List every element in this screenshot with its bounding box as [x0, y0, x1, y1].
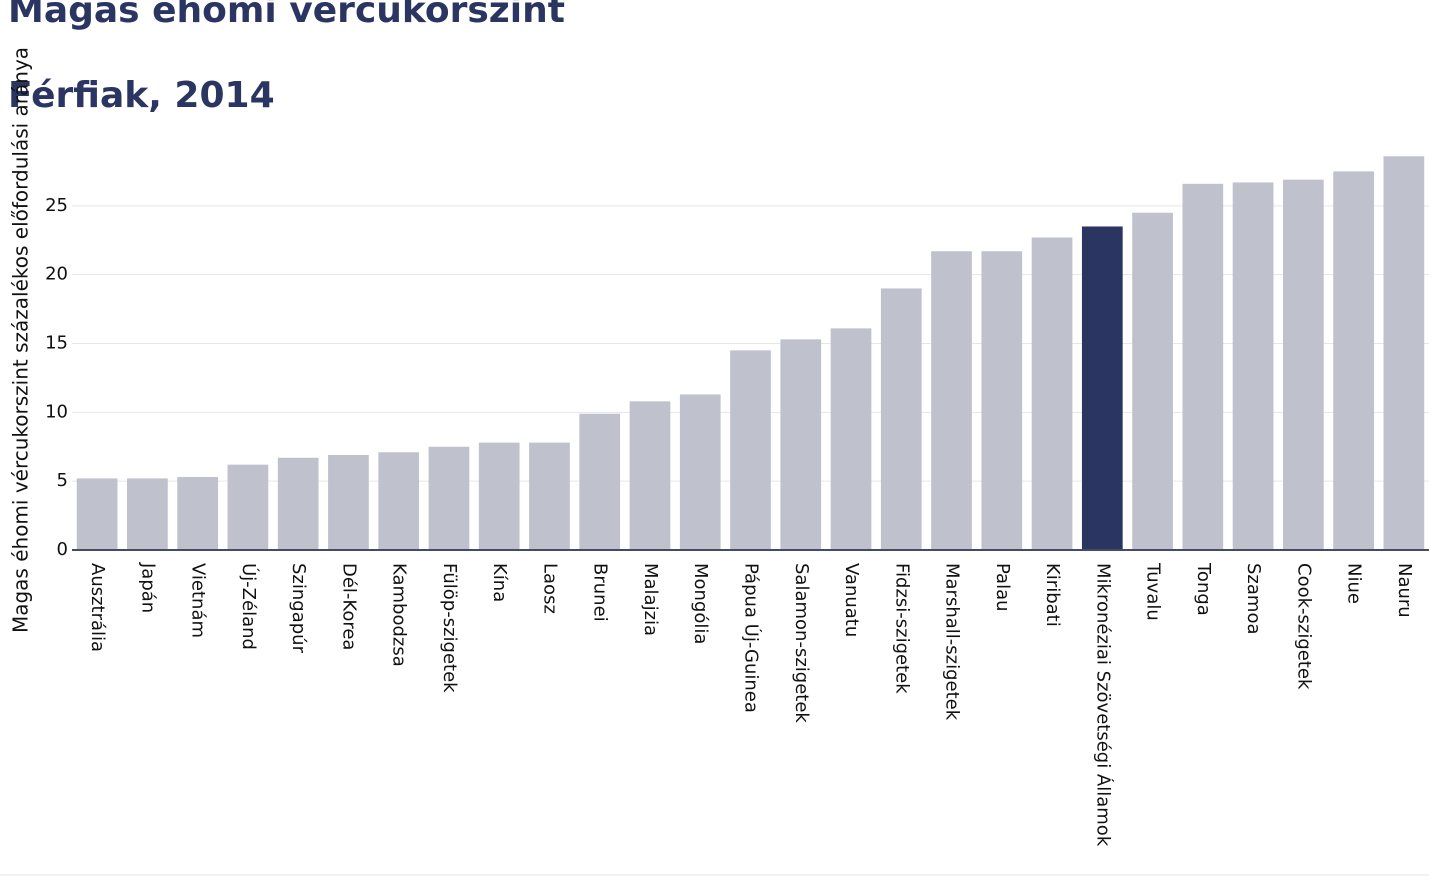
bar [478, 442, 520, 550]
bar [277, 457, 319, 550]
bar [629, 401, 671, 550]
x-tick-label: Kambodzsa [389, 563, 410, 667]
x-tick-label: Fidzsi-szigetek [891, 563, 912, 694]
x-tick-label: Mongólia [690, 563, 711, 644]
bar [1383, 156, 1425, 551]
y-tick-label: 25 [45, 195, 68, 216]
bar [981, 251, 1023, 550]
x-tick-label: Tuvalu [1143, 562, 1164, 621]
bar [378, 452, 420, 550]
y-axis-label: Magas éhomi vércukorszint százalékos elő… [9, 47, 33, 633]
bar [529, 442, 570, 550]
x-tick-label: Fülöp-szigetek [439, 563, 460, 693]
chart-title: Magas éhomi vércukorszint [8, 0, 565, 31]
x-tick-label: Szingapúr [288, 563, 309, 654]
bar [1081, 226, 1123, 550]
y-tick-label: 5 [57, 470, 68, 491]
x-tick-label: Szamoa [1243, 563, 1264, 634]
bar [1333, 171, 1374, 550]
x-tick-label: Pápua Új-Guinea [741, 563, 763, 713]
bar [579, 413, 621, 550]
x-tick-label: Niue [1344, 563, 1365, 604]
x-tick-label: Kiribati [1042, 563, 1063, 627]
bar [880, 288, 922, 550]
x-tick-label: Marshall-szigetek [942, 563, 963, 721]
x-tick-label: Ausztrália [87, 563, 108, 652]
y-tick-label: 15 [45, 333, 68, 354]
x-tick-label: Tonga [1193, 562, 1214, 616]
x-tick-label: Nauru [1394, 563, 1415, 618]
bar [1182, 183, 1224, 550]
bar [679, 394, 721, 550]
bar [1031, 237, 1073, 550]
x-tick-label: Cook-szigetek [1293, 563, 1314, 690]
bar [227, 464, 269, 550]
bar [830, 328, 872, 550]
bar [730, 350, 771, 550]
bar [428, 446, 470, 550]
chart-subtitle: Férfiak, 2014 [8, 75, 275, 116]
x-tick-label: Japán [137, 562, 158, 613]
bar [76, 478, 118, 550]
bar [1232, 182, 1274, 550]
x-tick-label: Laosz [539, 563, 560, 614]
bar [328, 455, 369, 550]
x-tick-label: Vietnám [188, 563, 209, 638]
x-tick-label: Brunei [590, 563, 611, 622]
x-tick-label: Kína [489, 563, 510, 602]
x-tick-label: Malajzia [640, 563, 661, 636]
x-tick-label: Dél-Korea [338, 563, 359, 650]
x-tick-label: Új-Zéland [238, 563, 260, 650]
bar [127, 478, 168, 550]
bar [931, 251, 972, 550]
x-tick-label: Salamon-szigetek [791, 563, 812, 723]
x-tick-label: Palau [992, 563, 1013, 612]
x-tick-label: Vanuatu [841, 563, 862, 637]
bar [780, 339, 822, 550]
bar [1282, 179, 1324, 550]
y-tick-label: 10 [45, 401, 68, 422]
y-tick-label: 20 [45, 264, 68, 285]
x-tick-label: Mikronéziai Szövetségi Államok [1092, 563, 1114, 847]
bar [1132, 212, 1173, 550]
bar [177, 477, 219, 550]
y-tick-label: 0 [57, 539, 68, 560]
